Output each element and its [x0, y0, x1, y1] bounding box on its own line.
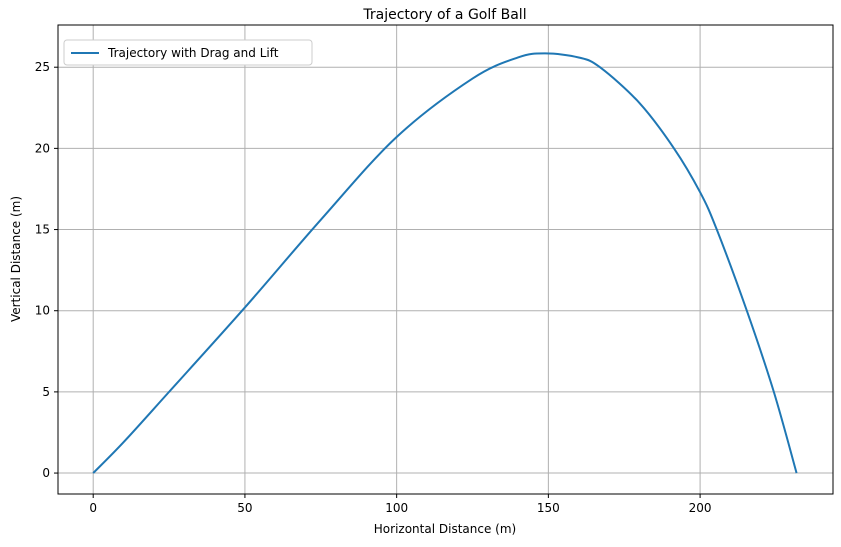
x-tick-label: 50 — [237, 501, 252, 515]
y-tick-label: 5 — [42, 385, 50, 399]
ticks: 0 50 100 150 200 0 5 10 15 20 25 — [35, 60, 712, 515]
x-tick-label: 150 — [537, 501, 560, 515]
x-tick-label: 0 — [89, 501, 97, 515]
y-tick-label: 0 — [42, 466, 50, 480]
chart-title: Trajectory of a Golf Ball — [362, 7, 526, 23]
y-tick-label: 25 — [35, 60, 50, 74]
x-tick-label: 200 — [689, 501, 712, 515]
series-line — [92, 52, 798, 474]
x-tick-label: 100 — [385, 501, 408, 515]
y-tick-label: 10 — [35, 304, 50, 318]
y-tick-label: 20 — [35, 141, 50, 155]
legend: Trajectory with Drag and Lift — [63, 39, 313, 66]
x-axis-label: Horizontal Distance (m) — [374, 522, 516, 536]
legend-label: Trajectory with Drag and Lift — [107, 46, 279, 60]
grid — [58, 25, 833, 494]
y-tick-label: 15 — [35, 223, 50, 237]
y-axis-label: Vertical Distance (m) — [9, 196, 23, 322]
plot-frame — [57, 24, 834, 495]
